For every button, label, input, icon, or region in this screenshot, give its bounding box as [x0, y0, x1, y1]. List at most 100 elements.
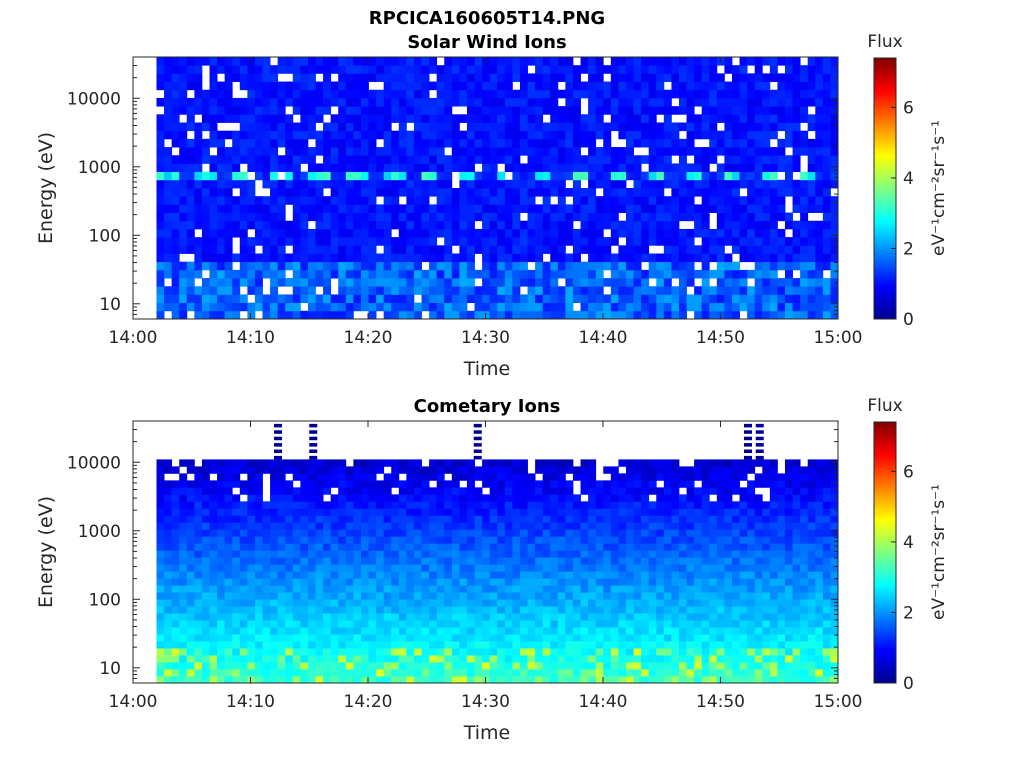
heatmap-cell — [519, 578, 528, 586]
heatmap-cell — [338, 501, 347, 509]
heatmap-cell — [345, 81, 354, 91]
heatmap-cell — [323, 508, 332, 516]
heatmap-cell — [429, 522, 438, 530]
heatmap-cell — [747, 171, 756, 181]
heatmap-cell — [618, 106, 627, 115]
heatmap-cell — [376, 261, 385, 271]
heatmap-cell — [459, 212, 468, 222]
heatmap-cell — [625, 261, 634, 271]
heatmap-cell — [323, 550, 332, 558]
heatmap-cell — [557, 138, 566, 148]
heatmap-cell — [497, 480, 506, 488]
heatmap-cell — [376, 564, 385, 572]
heatmap-cell — [535, 237, 544, 246]
heatmap-cell — [686, 114, 695, 123]
heatmap-cell — [663, 592, 672, 600]
heatmap-cell — [239, 97, 248, 107]
heatmap-cell — [603, 89, 612, 99]
heatmap-cell — [678, 606, 687, 614]
heatmap-cell — [633, 212, 642, 222]
heatmap-cell — [307, 634, 316, 642]
heatmap-cell — [777, 188, 786, 197]
heatmap-cell — [164, 522, 173, 530]
heatmap-cell — [360, 171, 369, 181]
heatmap-cell — [217, 515, 226, 523]
heatmap-cell — [595, 501, 604, 509]
heatmap-cell — [224, 269, 233, 279]
heatmap-cell — [625, 466, 634, 474]
heatmap-cell — [323, 73, 332, 82]
heatmap-cell — [360, 501, 369, 509]
heatmap-cell — [625, 494, 634, 502]
heatmap-cell — [633, 228, 642, 238]
heatmap-cell — [217, 228, 226, 238]
heatmap-cell — [262, 508, 271, 516]
heatmap-cell — [285, 466, 294, 474]
heatmap-cell — [338, 286, 347, 295]
heatmap-cell — [413, 599, 422, 607]
heatmap-cell — [338, 253, 347, 263]
heatmap-cell — [201, 473, 210, 481]
heatmap-cell — [186, 515, 195, 523]
heatmap-cell — [285, 81, 294, 91]
heatmap-cell — [164, 130, 173, 140]
heatmap-cell — [739, 269, 748, 279]
heatmap-cell — [307, 269, 316, 279]
heatmap-cell — [815, 106, 824, 115]
heatmap-cell — [777, 204, 786, 213]
heatmap-cell — [625, 302, 634, 312]
heatmap-cell — [822, 171, 831, 181]
heatmap-cell — [625, 669, 634, 677]
heatmap-cell — [739, 114, 748, 123]
heatmap-cell — [557, 515, 566, 523]
heatmap-cell — [300, 487, 309, 495]
heatmap-cell — [164, 89, 173, 99]
heatmap-cell — [504, 138, 513, 148]
heatmap-cell — [360, 466, 369, 474]
heatmap-cell — [429, 473, 438, 481]
heatmap-cell — [330, 459, 339, 467]
heatmap-cell — [179, 286, 188, 295]
heatmap-cell — [565, 106, 574, 115]
heatmap-cell — [671, 163, 680, 173]
heatmap-cell — [179, 237, 188, 246]
heatmap-cell — [368, 261, 377, 271]
heatmap-cell — [459, 294, 468, 304]
heatmap-cell — [270, 81, 279, 91]
heatmap-cell — [459, 228, 468, 238]
heatmap-cell — [171, 669, 180, 677]
heatmap-cell — [360, 459, 369, 467]
heatmap-cell — [572, 245, 581, 254]
heatmap-cell — [179, 122, 188, 132]
heatmap-cell — [527, 122, 536, 132]
heatmap-cell — [429, 501, 438, 509]
heatmap-cell — [209, 585, 218, 593]
heatmap-cell — [285, 606, 294, 614]
heatmap-cell — [368, 494, 377, 502]
heatmap-cell — [489, 220, 498, 230]
heatmap-cell — [815, 73, 824, 82]
heatmap-cell — [285, 529, 294, 537]
heatmap-cell — [671, 515, 680, 523]
heatmap-cell — [535, 212, 544, 222]
heatmap-cell — [603, 494, 612, 502]
heatmap-cell — [542, 245, 551, 254]
heatmap-cell — [754, 106, 763, 115]
heatmap-cell — [451, 459, 460, 467]
heatmap-cell — [209, 138, 218, 148]
heatmap-cell — [671, 634, 680, 642]
heatmap-cell — [671, 550, 680, 558]
heatmap-cell — [807, 138, 816, 148]
heatmap-cell — [224, 171, 233, 181]
heatmap-cell — [716, 245, 725, 254]
heatmap-cell — [224, 529, 233, 537]
heatmap-cell — [527, 220, 536, 230]
heatmap-cell — [398, 599, 407, 607]
heatmap-cell — [201, 480, 210, 488]
heatmap-cell — [784, 286, 793, 295]
heatmap-cell — [413, 278, 422, 287]
heatmap-cell — [641, 662, 650, 670]
heatmap-cell — [307, 578, 316, 586]
heatmap-cell — [694, 634, 703, 642]
heatmap-cell — [603, 585, 612, 593]
